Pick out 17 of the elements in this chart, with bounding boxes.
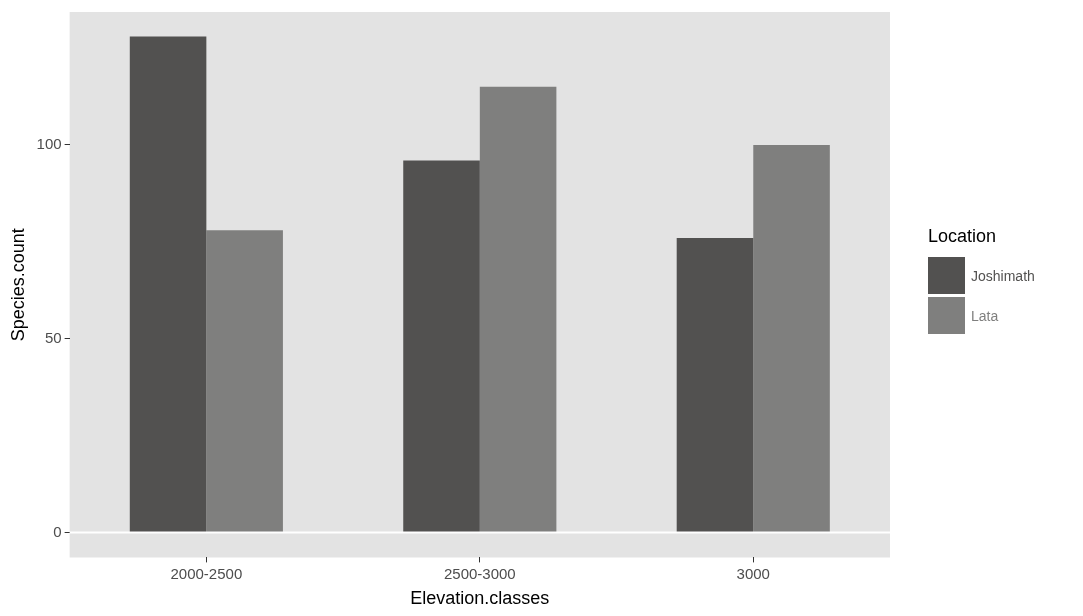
text: Lata: [971, 307, 999, 324]
bar: [403, 160, 480, 533]
bar: [676, 237, 754, 533]
x-tick-label: 2500-3000: [443, 564, 516, 582]
text: Joshimath: [971, 267, 1035, 284]
x-axis-title: Elevation.classes: [410, 588, 550, 609]
bar: [206, 230, 283, 533]
y-tick-label: 100: [36, 135, 62, 153]
bar: [129, 36, 207, 533]
bar: [753, 144, 830, 533]
x-tick-label: 3000: [736, 564, 770, 582]
legend-title: Location: [928, 226, 998, 247]
y-axis-title: Species.count: [7, 228, 28, 342]
x-tick-label: 2000-2500: [170, 564, 243, 582]
bar: [479, 86, 557, 533]
y-tick-label: 0: [53, 522, 62, 540]
y-tick-label: 50: [44, 328, 62, 346]
